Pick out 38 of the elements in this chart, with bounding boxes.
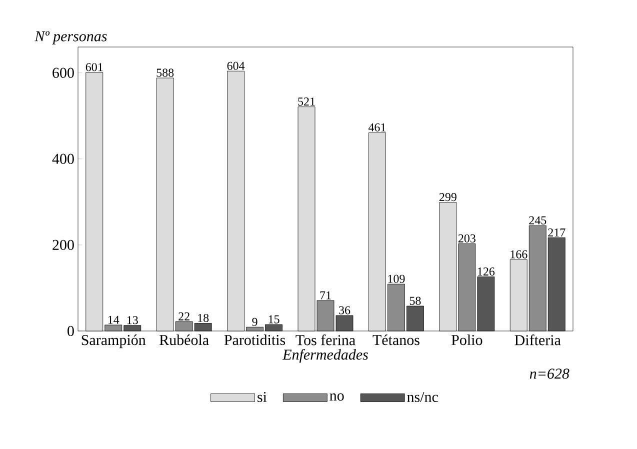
- data-label: 217: [548, 228, 566, 236]
- data-label: 15: [268, 315, 280, 324]
- data-label: 126: [478, 268, 495, 276]
- x-tick-label: Polio: [452, 334, 482, 346]
- y-tick-label: 200: [52, 240, 74, 250]
- data-label: 521: [298, 98, 315, 106]
- data-label: 461: [368, 123, 386, 132]
- y-tick-label: 600: [52, 68, 74, 78]
- data-label: 22: [178, 312, 190, 320]
- x-tick-label: Tos ferina: [296, 334, 356, 346]
- data-label: 588: [156, 68, 174, 77]
- x-tick-label: Difteria: [514, 334, 561, 346]
- legend-label: si: [258, 392, 267, 402]
- x-tick-label: Tétanos: [372, 334, 420, 346]
- data-label: 14: [108, 316, 120, 324]
- data-label: 299: [439, 193, 456, 202]
- text: n=628: [530, 368, 570, 379]
- x-axis-title: Enfermedades: [282, 349, 368, 363]
- data-label: 36: [339, 306, 350, 314]
- data-label: 58: [410, 296, 421, 305]
- y-axis-title: Nº personas: [34, 31, 107, 44]
- y-tick-label: 0: [68, 326, 74, 336]
- data-label: 13: [127, 316, 138, 324]
- data-label: 18: [198, 314, 209, 322]
- data-label: 71: [320, 291, 331, 300]
- legend-label: no: [330, 393, 344, 401]
- legend-label: ns/nc: [407, 392, 438, 402]
- data-label: 109: [388, 274, 405, 283]
- y-tick-label: 400: [52, 154, 74, 164]
- x-tick-label: Rubéola: [160, 334, 209, 346]
- data-label: 203: [458, 234, 476, 242]
- data-label: 245: [529, 216, 546, 224]
- data-label: 166: [510, 250, 528, 258]
- data-label: 604: [227, 62, 245, 70]
- data-label: 9: [252, 318, 258, 326]
- x-tick-label: Parotiditis: [224, 334, 286, 346]
- data-label: 601: [86, 63, 103, 72]
- x-tick-label: Sarampión: [82, 334, 146, 348]
